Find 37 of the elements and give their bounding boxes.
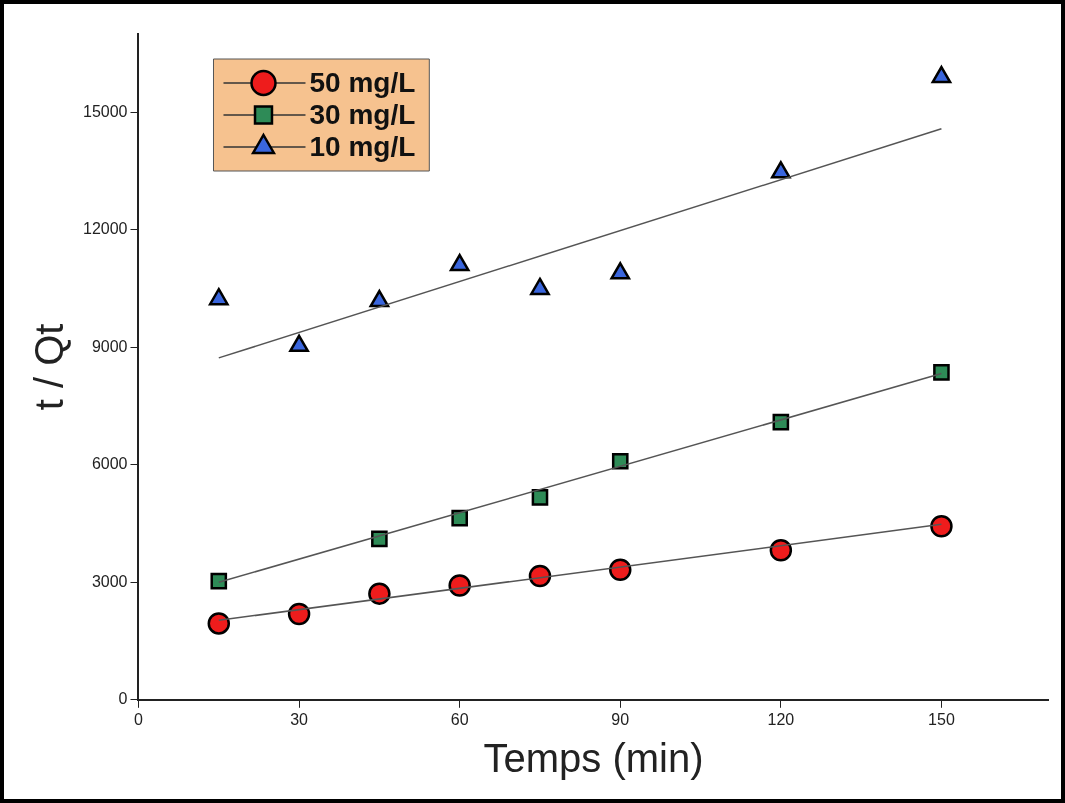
point xyxy=(770,161,791,179)
point xyxy=(610,262,631,280)
y-tick-label: 3000 xyxy=(91,572,128,590)
point xyxy=(933,364,950,381)
x-axis-title: Temps (min) xyxy=(483,736,704,781)
point xyxy=(530,277,550,296)
legend-label: 30 mg/L xyxy=(309,98,416,130)
point xyxy=(210,572,228,590)
x-tick-label: 90 xyxy=(611,710,630,728)
point xyxy=(609,558,632,582)
y-tick-label: 0 xyxy=(118,690,128,708)
legend-label: 50 mg/L xyxy=(309,66,416,98)
x-tick-label: 120 xyxy=(767,710,795,728)
x-tick-label: 150 xyxy=(928,710,955,728)
y-tick-label: 6000 xyxy=(91,455,128,473)
point xyxy=(931,65,952,84)
point xyxy=(208,287,229,306)
point xyxy=(528,564,552,588)
y-tick-label: 9000 xyxy=(91,337,128,355)
point xyxy=(368,582,391,605)
point xyxy=(449,253,470,272)
point xyxy=(207,612,231,635)
point xyxy=(769,538,793,562)
x-tick-label: 0 xyxy=(134,710,144,728)
y-tick-label: 15000 xyxy=(82,102,128,120)
y-axis-title: t / Qt xyxy=(27,323,72,411)
point xyxy=(531,489,549,506)
x-tick-label: 60 xyxy=(450,710,469,728)
y-tick-label: 12000 xyxy=(82,220,128,238)
point xyxy=(930,515,953,538)
point xyxy=(448,574,471,597)
point xyxy=(289,334,309,352)
point xyxy=(287,602,311,626)
x-tick-label: 30 xyxy=(290,710,309,728)
point xyxy=(451,509,468,527)
point xyxy=(369,289,390,308)
legend-label: 10 mg/L xyxy=(309,130,416,162)
